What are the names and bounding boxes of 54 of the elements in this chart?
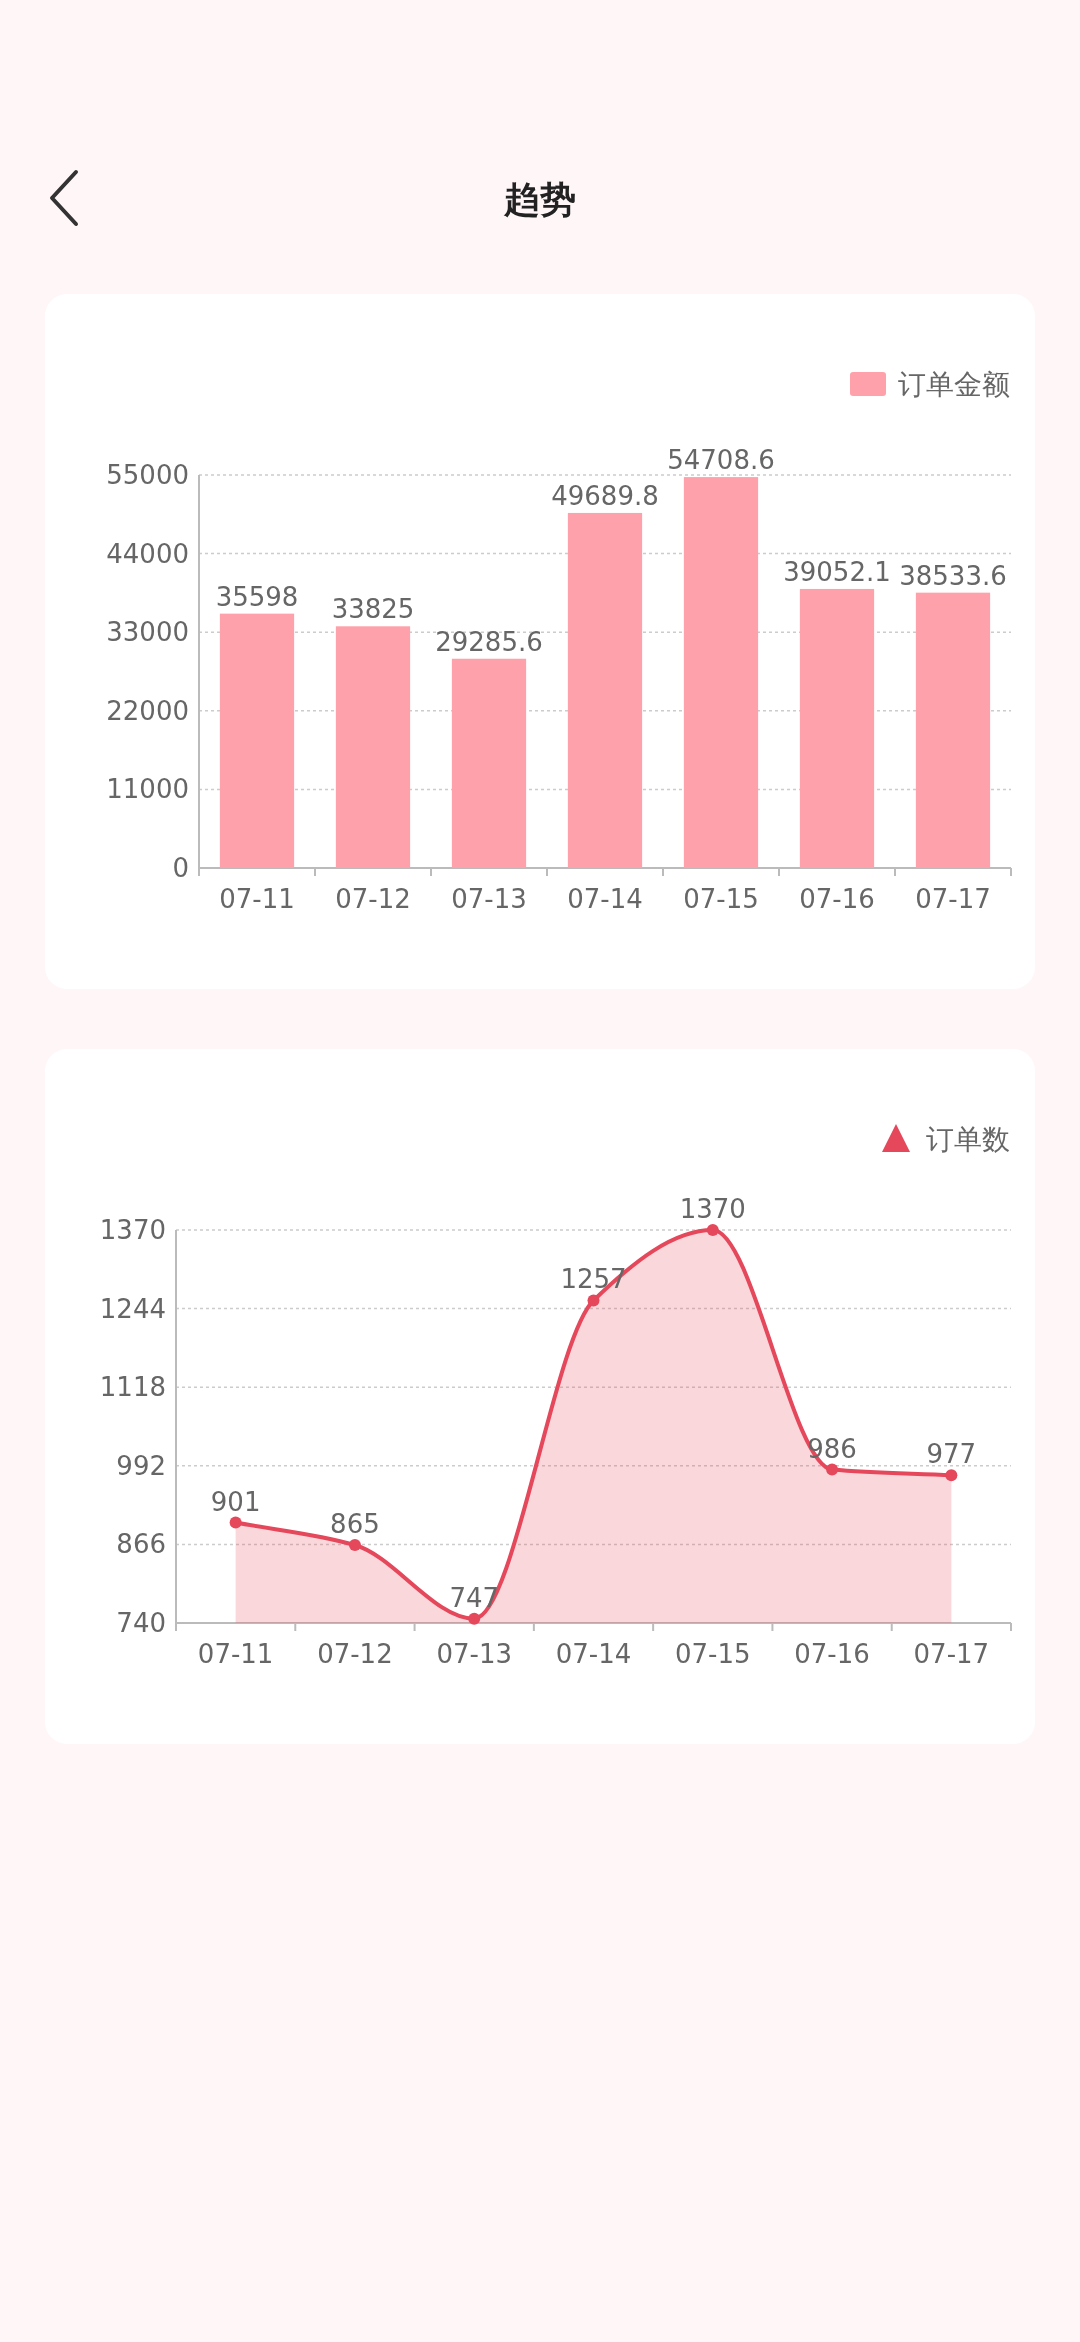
point [706, 1224, 719, 1236]
y-tick-label: 740 [116, 1608, 166, 1638]
x-tick-label: 07-15 [683, 884, 759, 914]
x-tick-label: 07-12 [317, 1639, 393, 1669]
y-tick-label: 11000 [106, 774, 189, 805]
x-tick-label: 07-11 [219, 884, 295, 914]
y-tick-label: 44000 [106, 538, 189, 569]
bar [683, 477, 759, 868]
data-label: 38533.6 [899, 560, 1007, 591]
x-tick-label: 07-13 [436, 1639, 512, 1669]
bar [915, 592, 991, 868]
point [587, 1294, 600, 1307]
legend-label: 订单数 [926, 1123, 1010, 1156]
bar [799, 588, 875, 868]
point [468, 1612, 481, 1625]
point [945, 1469, 958, 1482]
bar [335, 626, 411, 868]
x-tick-label: 07-15 [675, 1639, 751, 1669]
data-label: 39052.1 [783, 556, 891, 587]
data-label: 54708.6 [667, 445, 775, 476]
legend-label: 订单金额 [898, 368, 1010, 401]
x-tick-label: 07-13 [451, 884, 527, 914]
data-label: 33825 [331, 594, 415, 625]
point [229, 1516, 242, 1529]
y-tick-label: 22000 [106, 695, 189, 726]
x-tick-label: 07-11 [197, 1639, 274, 1669]
data-label: 29285.6 [435, 626, 543, 657]
y-tick-label: 992 [116, 1450, 166, 1481]
bar [219, 613, 295, 868]
x-tick-label: 07-14 [555, 1639, 632, 1669]
data-label: 901 [210, 1486, 261, 1517]
data-label: 35598 [215, 581, 299, 612]
y-tick-label: 0 [172, 853, 189, 883]
bar [567, 512, 643, 868]
x-tick-label: 07-17 [915, 884, 991, 914]
y-tick-label: 1244 [99, 1293, 166, 1324]
y-tick-label: 33000 [106, 617, 189, 648]
y-tick-label: 866 [116, 1529, 166, 1560]
x-tick-label: 07-14 [567, 884, 643, 914]
x-tick-label: 07-12 [335, 884, 411, 914]
data-label: 1370 [679, 1194, 746, 1224]
point [348, 1539, 361, 1552]
chart-title: 趋势 [503, 179, 576, 220]
x-tick-label: 07-17 [913, 1639, 990, 1669]
y-tick-label: 55000 [106, 460, 189, 490]
point [826, 1463, 839, 1476]
data-label: 49689.8 [551, 480, 659, 511]
data-label: 977 [926, 1439, 977, 1470]
data-label: 865 [330, 1509, 380, 1540]
y-tick-label: 1370 [99, 1215, 166, 1245]
x-tick-label: 07-16 [799, 884, 875, 914]
y-tick-label: 1118 [99, 1372, 166, 1403]
x-tick-label: 07-16 [794, 1639, 870, 1669]
bar [451, 658, 527, 868]
